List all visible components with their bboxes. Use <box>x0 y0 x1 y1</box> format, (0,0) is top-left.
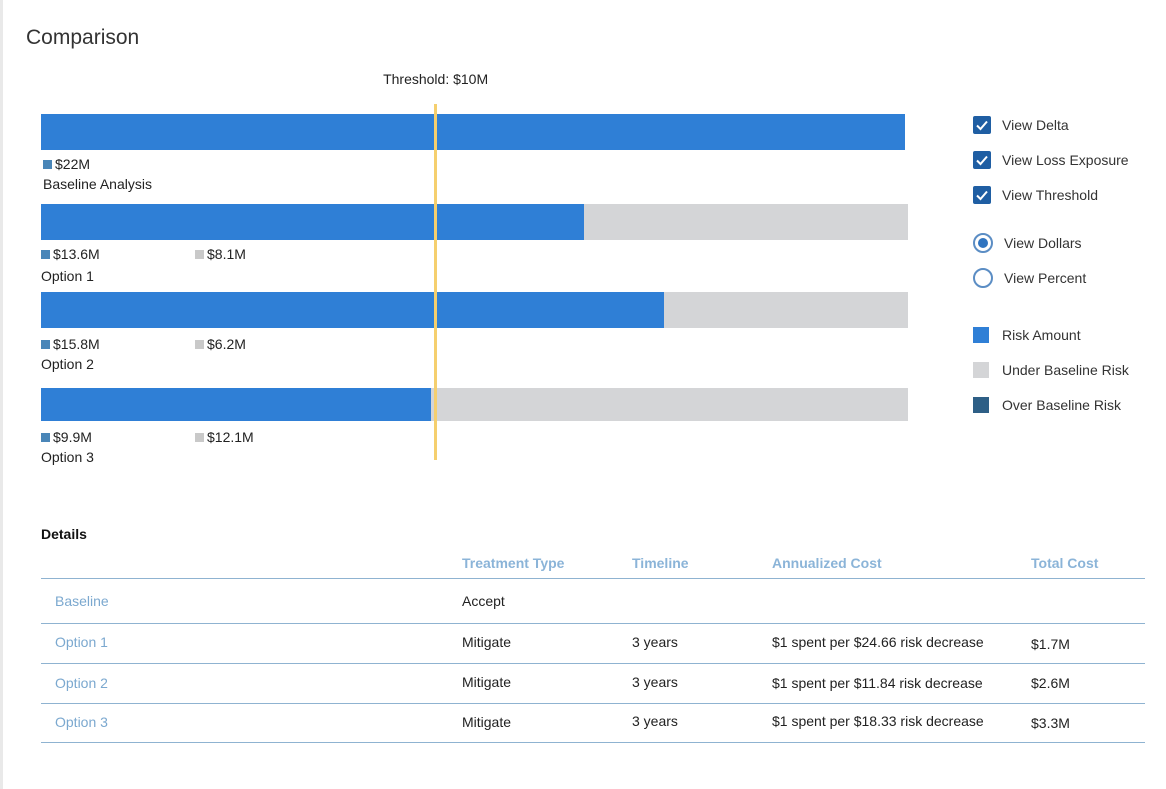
risk-value-label: $13.6M <box>41 246 100 262</box>
bar-name-label: Option 3 <box>41 449 94 465</box>
under-baseline-swatch-icon <box>195 339 204 349</box>
under-baseline-value: $8.1M <box>207 246 246 262</box>
risk-value: $22M <box>55 156 91 172</box>
row-name-link[interactable]: Baseline <box>55 593 109 609</box>
bar-risk-segment <box>41 114 905 150</box>
bar-option-1 <box>41 204 908 240</box>
annualized-cost-cell: $1 spent per $24.66 risk decrease <box>772 634 984 650</box>
under-baseline-value: $12.1M <box>207 429 254 445</box>
bar-name-label: Option 1 <box>41 268 94 284</box>
under-baseline-value: $6.2M <box>207 336 246 352</box>
threshold-label: Threshold: $10M <box>383 71 489 87</box>
checkbox-checked-icon <box>973 116 991 134</box>
under-baseline-swatch-icon <box>195 249 204 259</box>
under-baseline-value-label: $6.2M <box>195 336 246 352</box>
total-cost-cell: $2.6M <box>1031 675 1070 691</box>
bar-option-3 <box>41 388 908 421</box>
checkbox-checked-icon <box>973 186 991 204</box>
radio-selected-icon <box>973 233 993 253</box>
annualized-cost-cell: $1 spent per $11.84 risk decrease <box>772 675 983 691</box>
risk-value-label: $22M <box>43 156 90 172</box>
treatment-type-cell: Mitigate <box>462 634 512 650</box>
row-name-link[interactable]: Option 3 <box>55 714 108 730</box>
timeline-cell: 3 years <box>632 713 678 729</box>
risk-value-label: $9.9M <box>41 429 92 445</box>
risk-amount-swatch-icon <box>973 327 989 343</box>
view-delta-checkbox[interactable]: View Delta <box>973 116 1069 134</box>
over-baseline-swatch-icon <box>973 397 989 413</box>
annualized-cost-cell: $1 spent per $18.33 risk decrease <box>772 713 984 729</box>
under-baseline-swatch-icon <box>195 432 204 442</box>
legend-item-over-baseline-risk: Over Baseline Risk <box>973 397 1121 413</box>
total-cost-cell: $3.3M <box>1031 715 1070 731</box>
row-name-link[interactable]: Option 2 <box>55 675 108 691</box>
legend-label: Under Baseline Risk <box>1002 362 1129 378</box>
risk-swatch-icon <box>41 249 50 259</box>
radio-unselected-icon <box>973 268 993 288</box>
bar-name-label: Baseline Analysis <box>43 176 152 192</box>
under-baseline-swatch-icon <box>973 362 989 378</box>
legend-label: Risk Amount <box>1002 327 1081 343</box>
legend-item-risk-amount: Risk Amount <box>973 327 1081 343</box>
table-bottom-divider <box>41 742 1145 743</box>
row-name-link[interactable]: Option 1 <box>55 634 108 650</box>
bar-risk-segment <box>41 292 664 328</box>
view-dollars-radio[interactable]: View Dollars <box>973 233 1082 253</box>
column-header-treatment-type: Treatment Type <box>462 555 565 571</box>
risk-swatch-icon <box>41 432 50 442</box>
legend-item-under-baseline-risk: Under Baseline Risk <box>973 362 1129 378</box>
bar-baseline-analysis <box>41 114 905 150</box>
risk-value-label: $15.8M <box>41 336 100 352</box>
view-delta-label: View Delta <box>1002 117 1069 133</box>
bar-risk-segment <box>41 204 585 240</box>
total-cost-cell: $1.7M <box>1031 636 1070 652</box>
column-header-timeline: Timeline <box>632 555 689 571</box>
legend-label: Over Baseline Risk <box>1002 397 1122 413</box>
under-baseline-value-label: $8.1M <box>195 246 246 262</box>
treatment-type-cell: Mitigate <box>462 674 512 690</box>
details-heading: Details <box>41 526 87 542</box>
page-left-border <box>0 0 3 789</box>
risk-value: $15.8M <box>53 336 100 352</box>
table-row-divider <box>41 703 1145 704</box>
column-header-annualized-cost: Annualized Cost <box>772 555 882 571</box>
bar-name-label: Option 2 <box>41 356 94 372</box>
column-header-total-cost: Total Cost <box>1031 555 1099 571</box>
threshold-line <box>433 104 437 460</box>
table-row-divider <box>41 623 1145 624</box>
risk-swatch-icon <box>43 159 52 169</box>
radio-dot-icon <box>978 238 988 248</box>
treatment-type-cell: Mitigate <box>462 714 512 730</box>
timeline-cell: 3 years <box>632 674 678 690</box>
view-loss-exposure-label: View Loss Exposure <box>1002 152 1129 168</box>
bar-risk-segment <box>41 388 432 421</box>
checkbox-checked-icon <box>973 151 991 169</box>
view-loss-exposure-checkbox[interactable]: View Loss Exposure <box>973 151 1129 169</box>
view-threshold-label: View Threshold <box>1002 187 1098 203</box>
view-threshold-checkbox[interactable]: View Threshold <box>973 186 1098 204</box>
treatment-type-cell: Accept <box>462 593 505 609</box>
bar-option-2 <box>41 292 908 328</box>
risk-swatch-icon <box>41 339 50 349</box>
view-dollars-label: View Dollars <box>1004 235 1082 251</box>
risk-value: $13.6M <box>53 246 100 262</box>
under-baseline-value-label: $12.1M <box>195 429 254 445</box>
page-title: Comparison <box>26 26 140 49</box>
view-percent-label: View Percent <box>1004 270 1087 286</box>
timeline-cell: 3 years <box>632 634 678 650</box>
risk-value: $9.9M <box>53 429 92 445</box>
view-percent-radio[interactable]: View Percent <box>973 268 1086 288</box>
table-row-divider <box>41 663 1145 664</box>
table-header-divider <box>41 578 1145 579</box>
